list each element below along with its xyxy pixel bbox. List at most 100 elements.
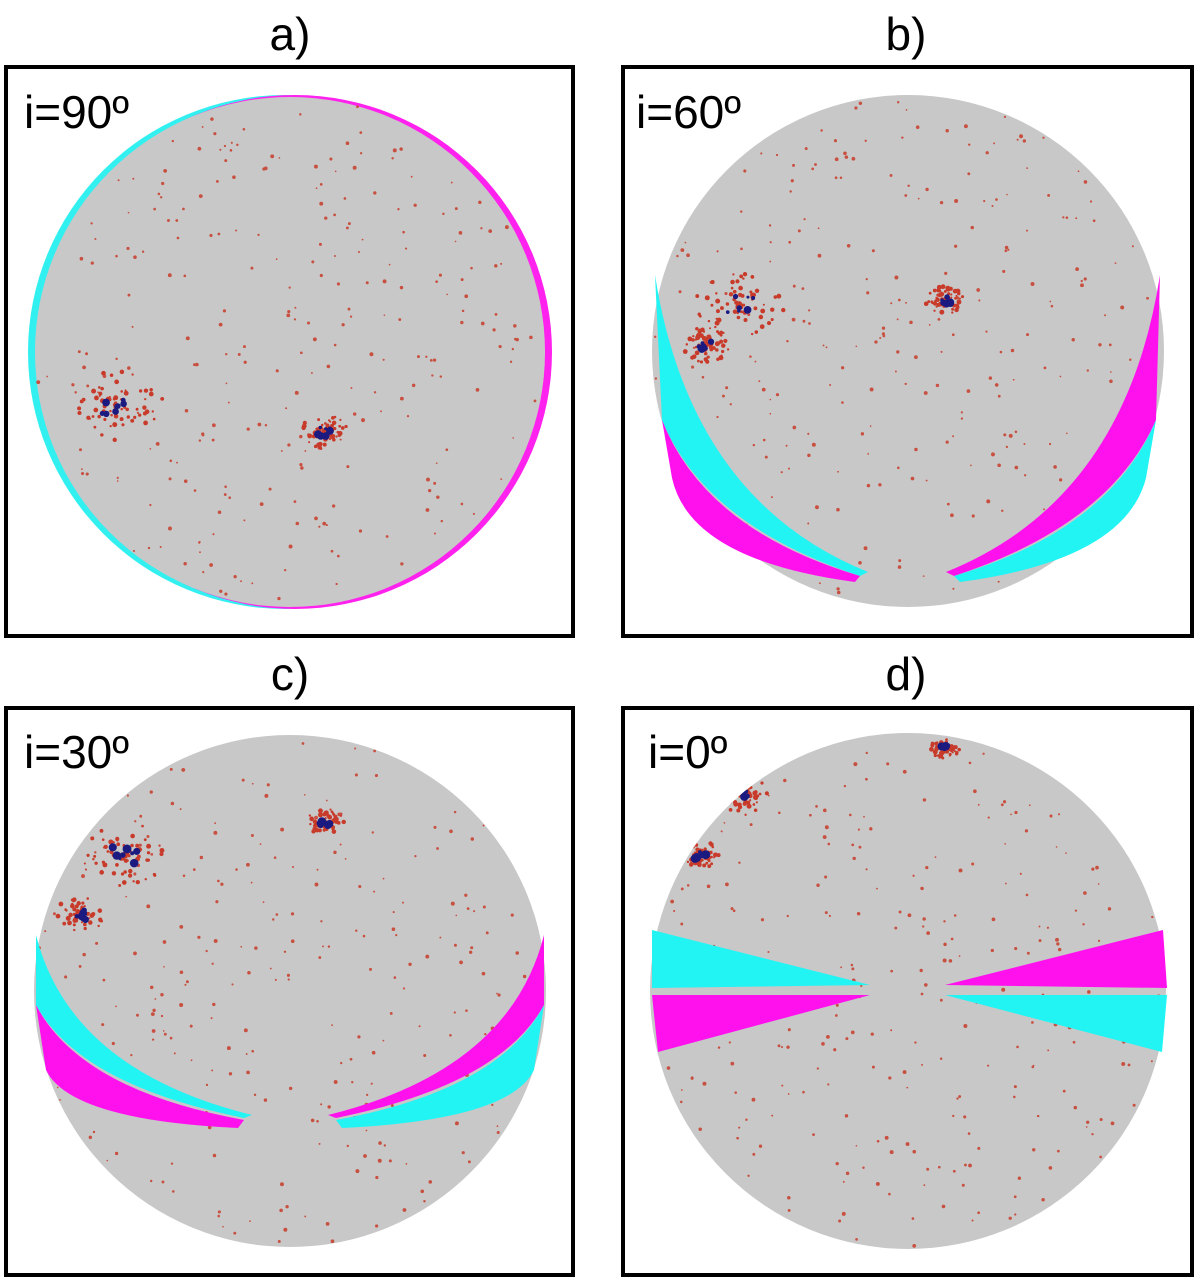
- speckle: [262, 901, 265, 903]
- active-speckle: [309, 822, 312, 826]
- speckle: [243, 1028, 248, 1033]
- speckle: [314, 882, 319, 887]
- active-speckle: [725, 302, 730, 306]
- active-speckle: [727, 800, 730, 804]
- speckle: [789, 190, 792, 193]
- speckle: [133, 872, 137, 876]
- magenta-band: [36, 1005, 244, 1128]
- active-speckle: [130, 418, 135, 423]
- active-speckle: [686, 860, 690, 864]
- speckle: [179, 1002, 184, 1007]
- speckle: [445, 448, 449, 452]
- speckle: [293, 318, 297, 321]
- active-speckle: [121, 880, 127, 885]
- speckle: [993, 142, 996, 145]
- speckle: [382, 279, 387, 284]
- active-speckle: [88, 920, 93, 925]
- speckle: [1004, 249, 1008, 253]
- speckle: [162, 1030, 165, 1032]
- active-speckle: [127, 873, 133, 878]
- speckle: [943, 920, 946, 923]
- speckle: [453, 943, 457, 947]
- speckle: [991, 917, 996, 922]
- speckle: [334, 170, 337, 173]
- speckle: [230, 141, 233, 144]
- speckle: [240, 945, 243, 948]
- speckle: [1048, 442, 1052, 446]
- active-speckle: [80, 921, 83, 924]
- speckles: [37, 742, 533, 1244]
- cyan-band: [36, 935, 252, 1118]
- speckle: [494, 313, 498, 316]
- speckle: [97, 391, 99, 394]
- speckle: [359, 131, 363, 134]
- speckle: [497, 993, 501, 997]
- speckle: [259, 502, 264, 507]
- speckle: [890, 302, 893, 305]
- active-speckle: [955, 294, 958, 297]
- speckle: [382, 358, 385, 361]
- speckle: [1047, 193, 1051, 197]
- speckle: [159, 196, 163, 199]
- speckle: [1043, 366, 1047, 370]
- speckle: [1026, 951, 1030, 955]
- spot: [120, 397, 126, 403]
- active-speckle: [755, 801, 758, 804]
- spot: [77, 912, 86, 921]
- speckle: [854, 106, 858, 110]
- active-speckle: [718, 355, 724, 361]
- spot: [316, 432, 325, 440]
- speckle: [738, 861, 741, 864]
- magenta-band: [662, 420, 860, 582]
- active-speckle: [324, 422, 327, 425]
- speckle: [869, 425, 872, 427]
- active-speckle: [694, 338, 697, 341]
- speckle: [1016, 1045, 1019, 1049]
- active-speckle: [754, 790, 757, 793]
- speckle: [968, 1163, 972, 1168]
- speckle: [1099, 1117, 1103, 1122]
- speckle: [1056, 942, 1060, 946]
- speckle: [826, 1034, 830, 1039]
- speckle: [189, 1024, 193, 1028]
- active-speckle: [136, 854, 141, 859]
- active-speckle: [121, 423, 125, 427]
- speckle: [881, 326, 886, 330]
- active-speckle: [682, 349, 688, 354]
- speckle: [500, 478, 503, 481]
- spot: [941, 742, 950, 751]
- speckle: [369, 967, 372, 971]
- speckle: [926, 931, 930, 935]
- speckle: [435, 462, 438, 465]
- speckle: [496, 992, 498, 995]
- speckle: [857, 828, 860, 831]
- active-speckle: [65, 909, 68, 912]
- active-speckle: [730, 286, 734, 290]
- speckle: [453, 1011, 456, 1014]
- speckle: [299, 434, 303, 439]
- speckle: [792, 284, 796, 288]
- speckle: [439, 936, 442, 939]
- speckle: [324, 216, 328, 220]
- active-speckle: [715, 309, 720, 314]
- active-speckle: [715, 298, 721, 304]
- speckle: [433, 825, 437, 829]
- speckle: [288, 286, 291, 289]
- speckle: [402, 1208, 407, 1212]
- active-speckle: [934, 754, 937, 757]
- speckle: [802, 1090, 805, 1094]
- active-speckle: [142, 405, 147, 410]
- active-speckle: [94, 861, 98, 865]
- speckle: [817, 227, 820, 230]
- speckle: [777, 1044, 781, 1048]
- speckle: [1012, 378, 1015, 381]
- speckle: [460, 502, 464, 506]
- active-speckle: [322, 828, 326, 832]
- active-speckle: [311, 829, 316, 834]
- speckle: [147, 546, 151, 550]
- speckle: [923, 391, 928, 395]
- speckle: [294, 306, 297, 309]
- active-speckle: [934, 741, 938, 746]
- active-speckle: [716, 317, 722, 323]
- speckle: [768, 224, 772, 227]
